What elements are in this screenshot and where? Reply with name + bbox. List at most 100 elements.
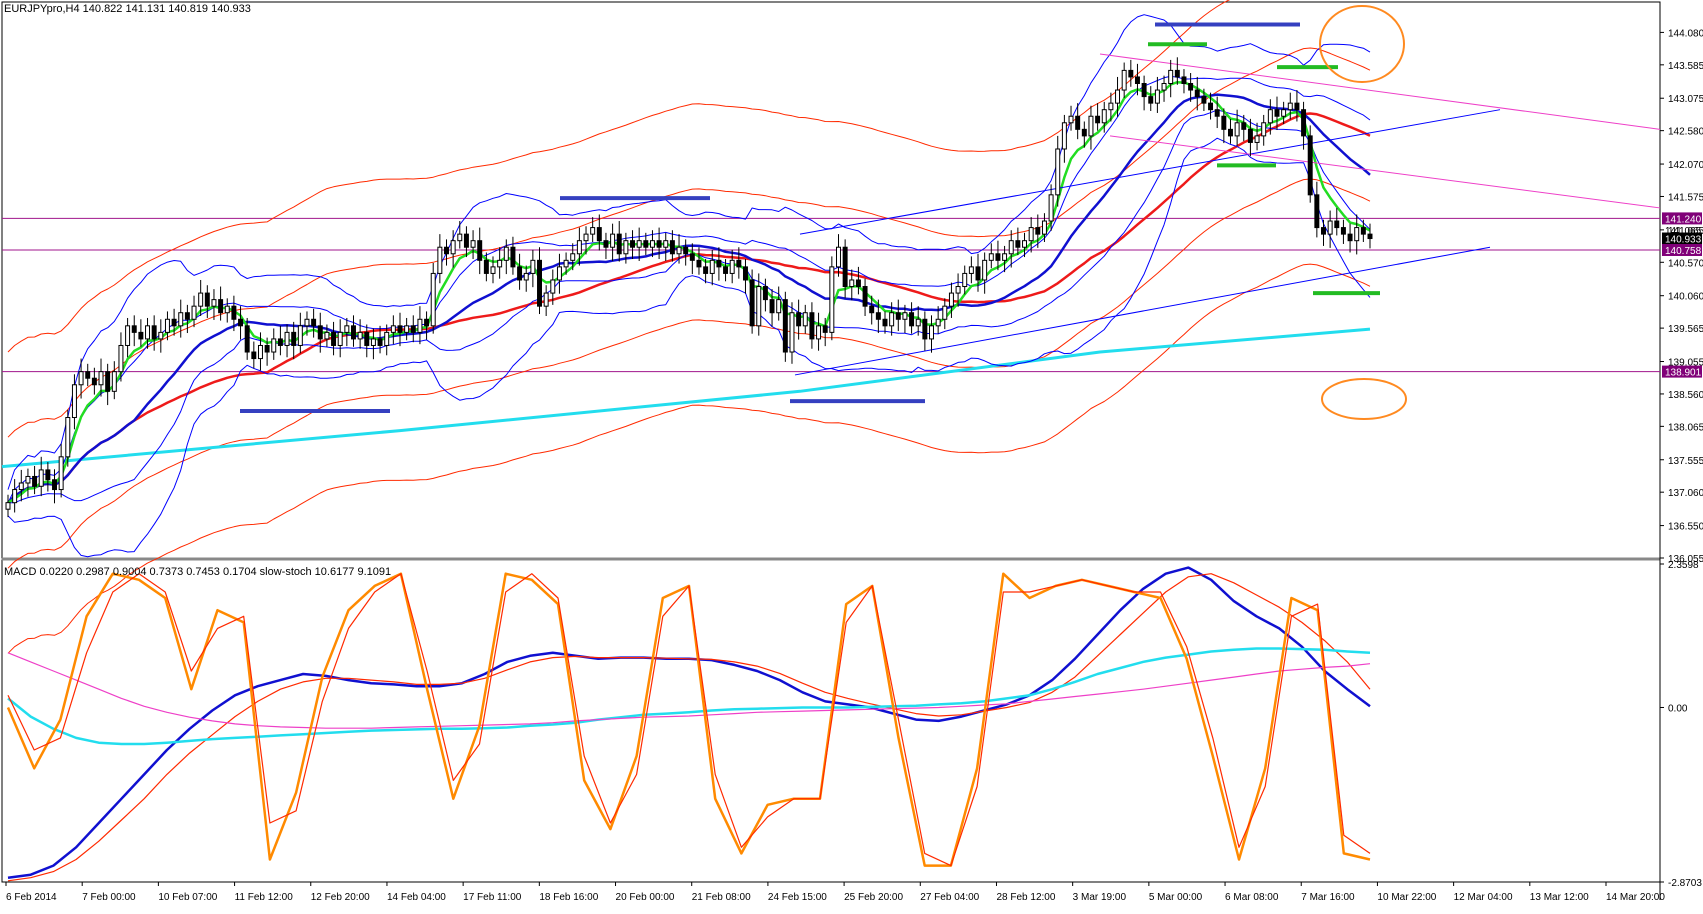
candle-body bbox=[875, 312, 881, 320]
candle-body bbox=[211, 299, 217, 307]
time-label-19: 12 Mar 04:00 bbox=[1454, 892, 1513, 903]
candle-body bbox=[762, 286, 768, 301]
price-tick-label-0: 144.080 bbox=[1668, 28, 1703, 39]
candle-body bbox=[424, 318, 430, 327]
candle-body bbox=[855, 279, 861, 288]
candle-body bbox=[749, 279, 755, 327]
candle-body bbox=[1227, 128, 1233, 137]
candle-body bbox=[530, 259, 536, 274]
candle-body bbox=[1214, 109, 1220, 117]
candle-body bbox=[995, 253, 1001, 261]
ema-green-line bbox=[7, 80, 1371, 504]
candle-body bbox=[384, 331, 390, 346]
candle-body bbox=[1128, 69, 1134, 78]
candle-body bbox=[463, 233, 469, 248]
time-label-16: 6 Mar 08:00 bbox=[1225, 892, 1279, 903]
candle-body bbox=[1081, 128, 1087, 137]
candle-body bbox=[1154, 89, 1160, 104]
time-label-15: 5 Mar 00:00 bbox=[1149, 892, 1203, 903]
candle-body bbox=[543, 292, 549, 307]
candle-body bbox=[942, 305, 948, 320]
candle-body bbox=[1121, 69, 1127, 91]
candle-body bbox=[1281, 109, 1287, 117]
candle-body bbox=[736, 259, 742, 268]
candle-body bbox=[450, 240, 456, 255]
candle-body bbox=[1161, 82, 1167, 91]
candle-body bbox=[1095, 115, 1101, 124]
candle-body bbox=[171, 318, 177, 327]
candle-body bbox=[264, 344, 270, 353]
ma-blue-line bbox=[7, 93, 1371, 504]
candle-body bbox=[1241, 122, 1247, 130]
main-chart-header: EURJPYpro,H4 140.822 141.131 140.819 140… bbox=[4, 3, 251, 15]
candle-body bbox=[643, 240, 649, 248]
candle-body bbox=[284, 331, 290, 346]
time-label-18: 10 Mar 22:00 bbox=[1377, 892, 1436, 903]
time-label-9: 21 Feb 08:00 bbox=[692, 892, 751, 903]
candle-body bbox=[1168, 69, 1174, 84]
candle-body bbox=[1174, 69, 1180, 78]
envelope-upper-far bbox=[7, 0, 1231, 353]
candle-body bbox=[357, 331, 363, 340]
price-tag-label-0: 141.240 bbox=[1665, 214, 1702, 225]
candle-body bbox=[1088, 115, 1094, 137]
candle-body bbox=[490, 266, 496, 274]
candle-body bbox=[430, 272, 436, 327]
candle-body bbox=[78, 371, 84, 386]
candle-body bbox=[1181, 76, 1187, 84]
candle-body bbox=[65, 417, 71, 458]
candle-body bbox=[1015, 240, 1021, 248]
candle-body bbox=[1314, 194, 1320, 229]
candle-body bbox=[869, 305, 875, 314]
candle-body bbox=[291, 331, 297, 346]
highlight-ellipse-upper bbox=[1319, 5, 1405, 83]
candle-body bbox=[968, 266, 974, 274]
candle-body bbox=[337, 331, 343, 346]
indicator-header: MACD 0.0220 0.2987 0.9004 0.7373 0.7453 … bbox=[4, 566, 392, 578]
candle-body bbox=[716, 259, 722, 268]
candle-body bbox=[1068, 115, 1074, 124]
candle-body bbox=[656, 240, 662, 248]
candle-body bbox=[444, 246, 449, 255]
candle-body bbox=[570, 253, 576, 261]
candle-body bbox=[663, 240, 669, 248]
indicator-tick-label-0: 2.3598 bbox=[1668, 560, 1699, 571]
candle-body bbox=[1360, 227, 1366, 235]
indicator-tick-label-2: -2.8703 bbox=[1668, 878, 1702, 889]
candle-body bbox=[1247, 128, 1253, 143]
candle-body bbox=[929, 325, 934, 340]
candle-body bbox=[1321, 227, 1326, 235]
candle-body bbox=[85, 371, 91, 379]
candle-body bbox=[1188, 82, 1194, 91]
candle-body bbox=[483, 259, 489, 274]
candle-body bbox=[1307, 135, 1313, 196]
indicator-series-1 bbox=[7, 573, 1371, 882]
candle-body bbox=[370, 338, 376, 346]
candle-body bbox=[922, 318, 928, 340]
candle-body bbox=[1347, 233, 1353, 242]
envelope-upper-near bbox=[7, 47, 1371, 438]
candle-body bbox=[1267, 109, 1273, 124]
candle-body bbox=[111, 371, 117, 392]
price-tick-label-5: 141.575 bbox=[1668, 192, 1703, 203]
candle-body bbox=[257, 344, 263, 360]
candle-body bbox=[118, 344, 124, 373]
price-tick-label-8: 140.060 bbox=[1668, 292, 1703, 303]
candle-body bbox=[1055, 148, 1061, 196]
candle-body bbox=[5, 502, 11, 510]
candle-body bbox=[58, 456, 64, 491]
candle-body bbox=[563, 259, 569, 268]
candle-body bbox=[603, 240, 609, 248]
candle-body bbox=[809, 312, 815, 340]
candle-body bbox=[390, 325, 396, 333]
candle-body bbox=[38, 469, 44, 487]
candle-body bbox=[576, 240, 582, 255]
candle-body bbox=[1115, 89, 1121, 104]
bollinger-inner-lower bbox=[8, 109, 1371, 504]
candle-body bbox=[955, 286, 961, 294]
candle-body bbox=[630, 240, 636, 248]
price-tag-label-3: 140.758 bbox=[1665, 246, 1702, 257]
candle-body bbox=[238, 318, 244, 327]
